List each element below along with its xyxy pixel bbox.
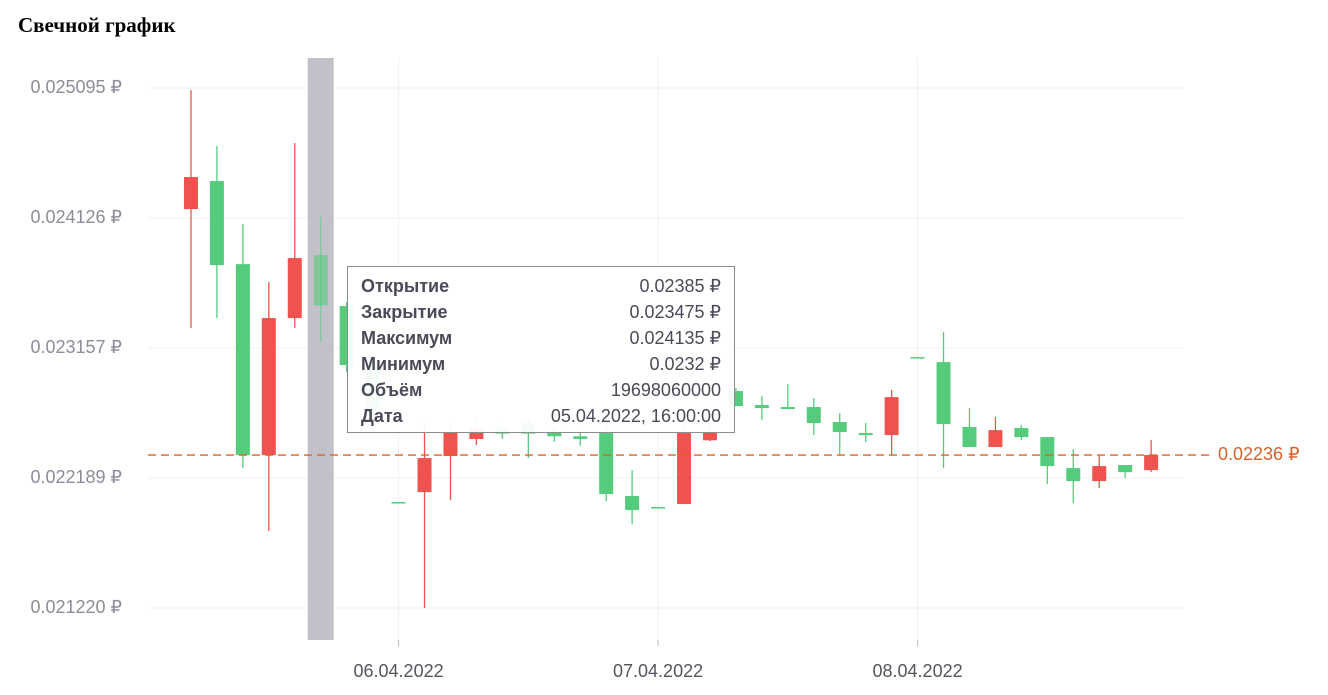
hover-band [307,58,334,640]
y-tick-label: 0.025095 ₽ [30,77,122,97]
tooltip: Открытие 0.02385 ₽ Закрытие 0.023475 ₽ Макси… [347,266,735,433]
tooltip-label: Закрытие [361,302,448,322]
candle-body [547,430,562,437]
candle-body [1144,455,1159,471]
candle-body [209,181,224,266]
candle-body [832,422,847,432]
candle-body [183,177,198,210]
candle-body [1066,468,1081,482]
candle-body [884,397,899,436]
candle-body [391,502,406,504]
tooltip-row: Максимум 0.024135 ₽ [361,325,721,351]
candle-body [261,318,276,456]
candle-body [677,433,692,505]
candle-body [417,458,432,493]
y-tick-label: 0.024126 ₽ [30,207,122,227]
tooltip-row: Дата 05.04.2022, 16:00:00 [361,403,721,429]
tooltip-row: Объём 19698060000 [361,377,721,403]
candle-body [936,362,951,425]
candle-body [1014,428,1029,438]
y-tick-label: 0.022189 ₽ [30,467,122,487]
y-tick-label: 0.021220 ₽ [30,597,122,617]
tooltip-value: 19698060000 [610,380,721,400]
tooltip-value: 0.024135 ₽ [629,328,721,348]
candle-body [625,496,640,511]
candle-body [287,258,302,319]
candle-body [780,407,795,410]
x-tick-label: 07.04.2022 [613,661,703,681]
candle-body [443,431,458,457]
candle-body [469,428,484,439]
chart-title: Свечной график [18,13,176,37]
candle-body [1092,466,1107,482]
tooltip-row: Минимум 0.0232 ₽ [361,351,721,377]
candle-body [651,507,666,509]
tooltip-row: Открытие 0.02385 ₽ [361,273,721,299]
x-tick-label: 08.04.2022 [873,661,963,681]
candle-body [988,430,1003,448]
last-price-label: 0.02236 ₽ [1218,444,1300,464]
tooltip-label: Открытие [361,276,450,296]
candle-body [858,433,873,436]
tooltip-row: Закрытие 0.023475 ₽ [361,299,721,325]
candle-body [962,427,977,448]
tooltip-label: Дата [361,406,403,426]
tooltip-label: Максимум [361,328,453,348]
tooltip-value: 0.0232 ₽ [649,354,721,374]
candle-body [806,407,821,424]
candle-body [313,255,328,306]
candle-body [1118,465,1133,473]
tooltip-label: Объём [361,380,423,400]
candle-body [1040,437,1055,467]
candle-body [910,357,925,359]
candle-body [573,436,588,439]
tooltip-value: 0.023475 ₽ [629,302,721,322]
x-tick-label: 06.04.2022 [354,661,444,681]
candle-body [754,405,769,409]
tooltip-label: Минимум [361,354,446,374]
candle-body [599,433,614,494]
candle-body [235,264,250,456]
y-tick-label: 0.023157 ₽ [30,337,122,357]
tooltip-value: 05.04.2022, 16:00:00 [550,406,721,426]
tooltip-value: 0.02385 ₽ [639,276,721,296]
candle-body [702,432,717,441]
